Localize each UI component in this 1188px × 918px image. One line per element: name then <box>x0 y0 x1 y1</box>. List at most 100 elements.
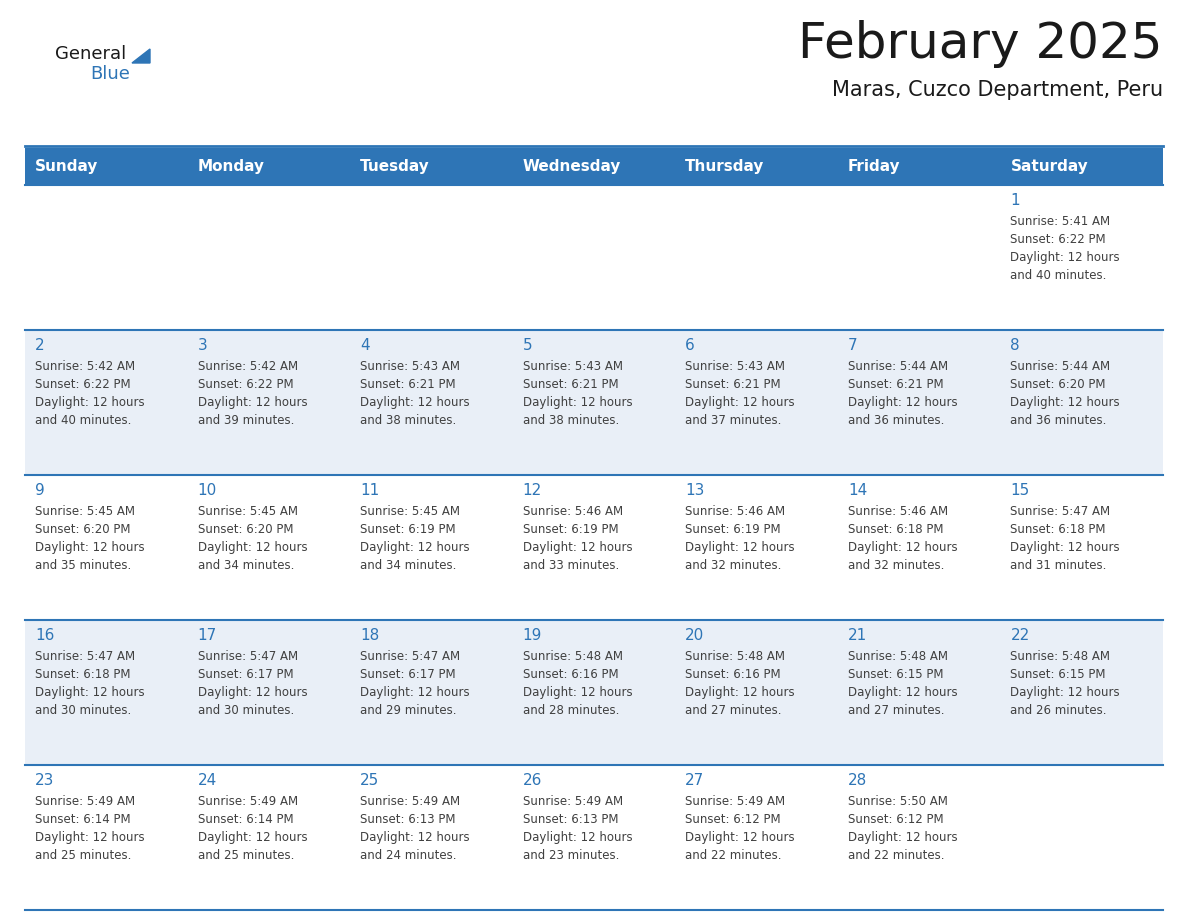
Text: Sunrise: 5:42 AM
Sunset: 6:22 PM
Daylight: 12 hours
and 39 minutes.: Sunrise: 5:42 AM Sunset: 6:22 PM Dayligh… <box>197 360 308 427</box>
Text: Sunrise: 5:47 AM
Sunset: 6:18 PM
Daylight: 12 hours
and 30 minutes.: Sunrise: 5:47 AM Sunset: 6:18 PM Dayligh… <box>34 650 145 717</box>
Text: Sunrise: 5:46 AM
Sunset: 6:18 PM
Daylight: 12 hours
and 32 minutes.: Sunrise: 5:46 AM Sunset: 6:18 PM Dayligh… <box>848 505 958 572</box>
Text: 5: 5 <box>523 338 532 353</box>
Text: 3: 3 <box>197 338 208 353</box>
Bar <box>513 475 675 620</box>
Bar <box>675 330 838 475</box>
Bar <box>350 765 513 910</box>
Text: Sunrise: 5:48 AM
Sunset: 6:15 PM
Daylight: 12 hours
and 26 minutes.: Sunrise: 5:48 AM Sunset: 6:15 PM Dayligh… <box>1011 650 1120 717</box>
Text: Sunrise: 5:46 AM
Sunset: 6:19 PM
Daylight: 12 hours
and 33 minutes.: Sunrise: 5:46 AM Sunset: 6:19 PM Dayligh… <box>523 505 632 572</box>
Bar <box>513 330 675 475</box>
Bar <box>1000 330 1163 475</box>
Text: 16: 16 <box>34 628 55 643</box>
Text: 15: 15 <box>1011 483 1030 498</box>
Text: Sunrise: 5:47 AM
Sunset: 6:18 PM
Daylight: 12 hours
and 31 minutes.: Sunrise: 5:47 AM Sunset: 6:18 PM Dayligh… <box>1011 505 1120 572</box>
Bar <box>675 620 838 765</box>
Text: Sunrise: 5:43 AM
Sunset: 6:21 PM
Daylight: 12 hours
and 38 minutes.: Sunrise: 5:43 AM Sunset: 6:21 PM Dayligh… <box>523 360 632 427</box>
Bar <box>513 185 675 330</box>
Bar <box>838 620 1000 765</box>
Bar <box>350 185 513 330</box>
Text: 20: 20 <box>685 628 704 643</box>
Text: Sunrise: 5:42 AM
Sunset: 6:22 PM
Daylight: 12 hours
and 40 minutes.: Sunrise: 5:42 AM Sunset: 6:22 PM Dayligh… <box>34 360 145 427</box>
Text: 13: 13 <box>685 483 704 498</box>
Bar <box>25 330 188 475</box>
Text: February 2025: February 2025 <box>798 20 1163 68</box>
Text: Sunrise: 5:49 AM
Sunset: 6:14 PM
Daylight: 12 hours
and 25 minutes.: Sunrise: 5:49 AM Sunset: 6:14 PM Dayligh… <box>197 795 308 862</box>
Bar <box>513 765 675 910</box>
Bar <box>188 475 350 620</box>
Text: Sunrise: 5:43 AM
Sunset: 6:21 PM
Daylight: 12 hours
and 37 minutes.: Sunrise: 5:43 AM Sunset: 6:21 PM Dayligh… <box>685 360 795 427</box>
Text: 26: 26 <box>523 773 542 788</box>
Bar <box>838 765 1000 910</box>
Text: 27: 27 <box>685 773 704 788</box>
Text: 25: 25 <box>360 773 379 788</box>
Text: Sunrise: 5:47 AM
Sunset: 6:17 PM
Daylight: 12 hours
and 29 minutes.: Sunrise: 5:47 AM Sunset: 6:17 PM Dayligh… <box>360 650 469 717</box>
Bar <box>838 330 1000 475</box>
Bar <box>838 148 1000 185</box>
Text: Sunrise: 5:44 AM
Sunset: 6:21 PM
Daylight: 12 hours
and 36 minutes.: Sunrise: 5:44 AM Sunset: 6:21 PM Dayligh… <box>848 360 958 427</box>
Text: 4: 4 <box>360 338 369 353</box>
Text: Sunrise: 5:45 AM
Sunset: 6:19 PM
Daylight: 12 hours
and 34 minutes.: Sunrise: 5:45 AM Sunset: 6:19 PM Dayligh… <box>360 505 469 572</box>
Bar <box>675 765 838 910</box>
Text: 1: 1 <box>1011 193 1020 208</box>
Text: 11: 11 <box>360 483 379 498</box>
Text: 6: 6 <box>685 338 695 353</box>
Bar <box>513 148 675 185</box>
Text: Tuesday: Tuesday <box>360 159 430 174</box>
Polygon shape <box>132 49 150 63</box>
Text: 22: 22 <box>1011 628 1030 643</box>
Text: 28: 28 <box>848 773 867 788</box>
Text: Sunrise: 5:49 AM
Sunset: 6:13 PM
Daylight: 12 hours
and 24 minutes.: Sunrise: 5:49 AM Sunset: 6:13 PM Dayligh… <box>360 795 469 862</box>
Text: 8: 8 <box>1011 338 1020 353</box>
Bar <box>675 185 838 330</box>
Text: Sunday: Sunday <box>34 159 99 174</box>
Text: Sunrise: 5:48 AM
Sunset: 6:16 PM
Daylight: 12 hours
and 28 minutes.: Sunrise: 5:48 AM Sunset: 6:16 PM Dayligh… <box>523 650 632 717</box>
Bar <box>25 620 188 765</box>
Text: Sunrise: 5:49 AM
Sunset: 6:14 PM
Daylight: 12 hours
and 25 minutes.: Sunrise: 5:49 AM Sunset: 6:14 PM Dayligh… <box>34 795 145 862</box>
Text: 2: 2 <box>34 338 45 353</box>
Text: Sunrise: 5:45 AM
Sunset: 6:20 PM
Daylight: 12 hours
and 34 minutes.: Sunrise: 5:45 AM Sunset: 6:20 PM Dayligh… <box>197 505 308 572</box>
Bar <box>838 475 1000 620</box>
Bar <box>1000 148 1163 185</box>
Bar <box>188 330 350 475</box>
Text: Saturday: Saturday <box>1011 159 1088 174</box>
Bar <box>838 185 1000 330</box>
Text: Sunrise: 5:50 AM
Sunset: 6:12 PM
Daylight: 12 hours
and 22 minutes.: Sunrise: 5:50 AM Sunset: 6:12 PM Dayligh… <box>848 795 958 862</box>
Text: Sunrise: 5:48 AM
Sunset: 6:15 PM
Daylight: 12 hours
and 27 minutes.: Sunrise: 5:48 AM Sunset: 6:15 PM Dayligh… <box>848 650 958 717</box>
Text: Maras, Cuzco Department, Peru: Maras, Cuzco Department, Peru <box>832 80 1163 100</box>
Text: Sunrise: 5:47 AM
Sunset: 6:17 PM
Daylight: 12 hours
and 30 minutes.: Sunrise: 5:47 AM Sunset: 6:17 PM Dayligh… <box>197 650 308 717</box>
Text: Sunrise: 5:48 AM
Sunset: 6:16 PM
Daylight: 12 hours
and 27 minutes.: Sunrise: 5:48 AM Sunset: 6:16 PM Dayligh… <box>685 650 795 717</box>
Text: Sunrise: 5:43 AM
Sunset: 6:21 PM
Daylight: 12 hours
and 38 minutes.: Sunrise: 5:43 AM Sunset: 6:21 PM Dayligh… <box>360 360 469 427</box>
Text: 18: 18 <box>360 628 379 643</box>
Text: 14: 14 <box>848 483 867 498</box>
Text: Friday: Friday <box>848 159 901 174</box>
Bar <box>675 148 838 185</box>
Bar <box>1000 475 1163 620</box>
Bar <box>350 475 513 620</box>
Text: 17: 17 <box>197 628 217 643</box>
Bar <box>188 148 350 185</box>
Text: 10: 10 <box>197 483 217 498</box>
Bar <box>1000 620 1163 765</box>
Bar <box>1000 185 1163 330</box>
Bar <box>350 330 513 475</box>
Text: Sunrise: 5:49 AM
Sunset: 6:12 PM
Daylight: 12 hours
and 22 minutes.: Sunrise: 5:49 AM Sunset: 6:12 PM Dayligh… <box>685 795 795 862</box>
Bar <box>675 475 838 620</box>
Bar <box>25 765 188 910</box>
Text: General: General <box>55 45 126 63</box>
Bar <box>188 620 350 765</box>
Text: Sunrise: 5:44 AM
Sunset: 6:20 PM
Daylight: 12 hours
and 36 minutes.: Sunrise: 5:44 AM Sunset: 6:20 PM Dayligh… <box>1011 360 1120 427</box>
Bar <box>350 148 513 185</box>
Bar <box>1000 765 1163 910</box>
Text: 7: 7 <box>848 338 858 353</box>
Bar <box>513 620 675 765</box>
Text: Monday: Monday <box>197 159 265 174</box>
Text: Sunrise: 5:41 AM
Sunset: 6:22 PM
Daylight: 12 hours
and 40 minutes.: Sunrise: 5:41 AM Sunset: 6:22 PM Dayligh… <box>1011 215 1120 282</box>
Bar <box>188 185 350 330</box>
Text: 12: 12 <box>523 483 542 498</box>
Bar <box>25 185 188 330</box>
Text: Sunrise: 5:46 AM
Sunset: 6:19 PM
Daylight: 12 hours
and 32 minutes.: Sunrise: 5:46 AM Sunset: 6:19 PM Dayligh… <box>685 505 795 572</box>
Text: 23: 23 <box>34 773 55 788</box>
Text: Sunrise: 5:49 AM
Sunset: 6:13 PM
Daylight: 12 hours
and 23 minutes.: Sunrise: 5:49 AM Sunset: 6:13 PM Dayligh… <box>523 795 632 862</box>
Text: Sunrise: 5:45 AM
Sunset: 6:20 PM
Daylight: 12 hours
and 35 minutes.: Sunrise: 5:45 AM Sunset: 6:20 PM Dayligh… <box>34 505 145 572</box>
Text: Blue: Blue <box>90 65 129 83</box>
